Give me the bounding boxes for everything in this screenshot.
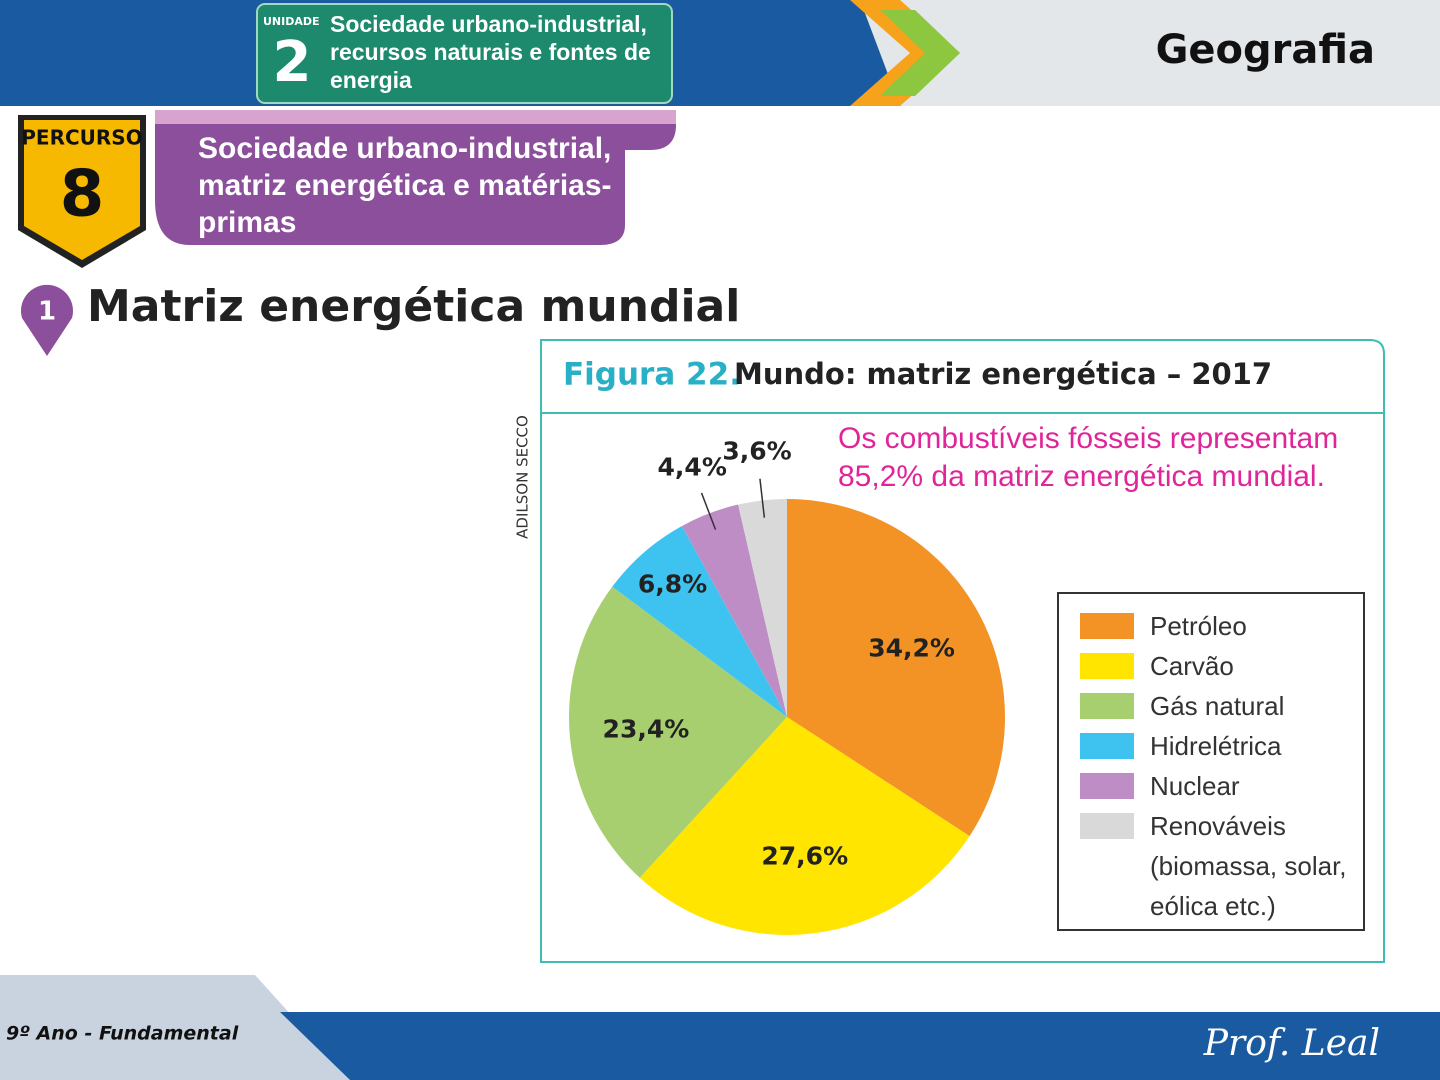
data-label: 23,4% [603, 714, 690, 743]
section-number: 1 [38, 297, 56, 327]
unit-title-box: Sociedade urbano-industrial, recursos na… [330, 11, 651, 93]
unit-label: UNIDADE [263, 15, 320, 28]
section-marker [20, 284, 73, 356]
route-label: PERCURSO [21, 126, 142, 150]
footer-author: Prof. Leal [1203, 1023, 1380, 1064]
chevron [880, 10, 960, 96]
credit: ADILSON SECCO [514, 415, 532, 539]
pie-slice [639, 717, 970, 935]
section-title: Matriz energética mundial [87, 281, 740, 332]
annotation: Os combustíveis fósseis representam 85,2… [838, 422, 1339, 493]
pie-slice [612, 525, 787, 717]
figure-label: Figura 22. [563, 357, 741, 393]
route-box [155, 110, 676, 245]
pie-slice [681, 504, 787, 717]
legend-swatch [1080, 813, 1134, 839]
annotation-box: Os combustíveis fósseis representam 85,2… [838, 422, 1339, 493]
legend-swatch [1080, 773, 1134, 799]
legend-label: Petróleo [1150, 611, 1247, 641]
pie-slice [787, 499, 1005, 837]
header-light [860, 0, 1440, 106]
route-title-box: Sociedade urbano-industrial, matriz ener… [198, 132, 612, 239]
legend-label: Hidrelétrica [1150, 731, 1282, 761]
route-number: 8 [60, 158, 105, 232]
legend-label: Carvão [1150, 651, 1234, 681]
footer-grade: 9º Ano - Fundamental [6, 1023, 239, 1045]
legend-label: Gás natural [1150, 691, 1285, 721]
data-label: 4,4% [658, 453, 727, 482]
data-label: 3,6% [722, 437, 791, 466]
route-title: Sociedade urbano-industrial, matriz ener… [198, 132, 612, 239]
legend-item: Nuclear [1080, 766, 1350, 806]
data-label: 27,6% [761, 842, 848, 871]
legend-label: Nuclear [1150, 771, 1240, 801]
subject: Geografia [1156, 27, 1375, 73]
unit-box [256, 3, 673, 104]
legend-item: Petróleo [1080, 606, 1350, 646]
legend-item: Carvão [1080, 646, 1350, 686]
leader-line [700, 492, 717, 530]
legend-item: Gás natural [1080, 686, 1350, 726]
unit-number: 2 [273, 30, 312, 95]
legend: Petróleo Carvão Gás natural Hidrelétrica Nuc… [1080, 606, 1350, 926]
unit-title: Sociedade urbano-industrial, recursos na… [330, 11, 651, 93]
figure-frame [540, 339, 1385, 963]
footer-light [0, 975, 350, 1080]
route-stripe [155, 110, 676, 124]
legend-swatch [1080, 693, 1134, 719]
legend-label: Renováveis (biomassa, solar, eólica etc.… [1150, 811, 1347, 921]
data-label: 6,8% [638, 569, 707, 598]
footer-band [280, 1012, 1440, 1080]
legend-swatch [1080, 653, 1134, 679]
pie-slice [569, 586, 787, 878]
pie-slice [738, 499, 787, 717]
data-label: 34,2% [868, 634, 955, 663]
legend-item: Hidrelétrica [1080, 726, 1350, 766]
leader-line [759, 478, 766, 518]
legend-item: Renováveis (biomassa, solar, eólica etc.… [1080, 806, 1350, 926]
legend-swatch [1080, 613, 1134, 639]
pie: 34,2% 27,6% 23,4% 6,8% 4,4%3,6% [569, 437, 1005, 935]
shield [24, 120, 140, 260]
legend-swatch [1080, 733, 1134, 759]
chart-title: Mundo: matriz energética – 2017 [734, 357, 1272, 391]
legend-box [1057, 592, 1365, 931]
